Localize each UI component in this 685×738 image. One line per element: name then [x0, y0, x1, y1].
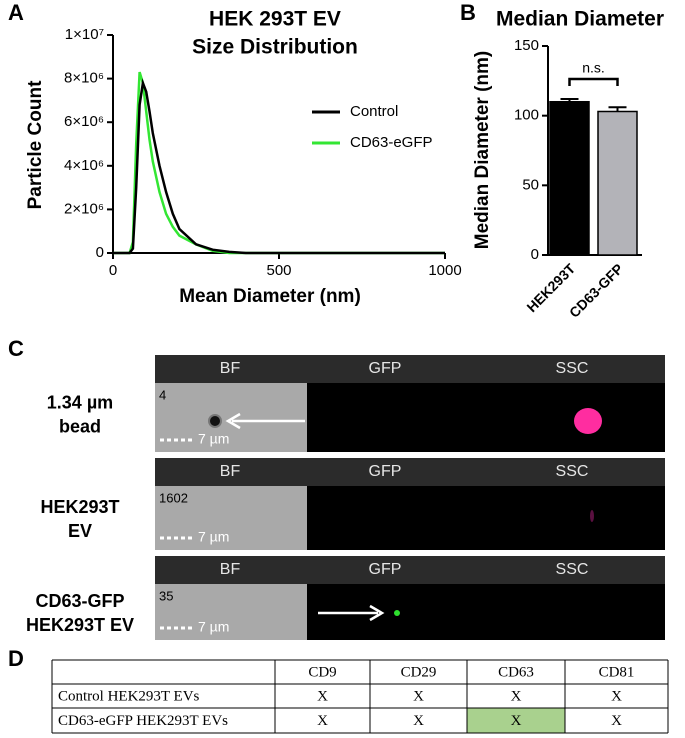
fluor-image — [307, 486, 665, 550]
channel-label: SSC — [556, 463, 589, 480]
row-label: bead — [59, 416, 101, 436]
table-cell: X — [413, 713, 424, 729]
y-tick-label: 8×10⁶ — [64, 70, 104, 87]
table-header: CD63 — [498, 664, 534, 680]
y-tick-label: 4×10⁶ — [64, 157, 104, 174]
channel-label: BF — [220, 561, 241, 578]
row-label: HEK293T — [40, 497, 119, 517]
table-header: CD9 — [308, 664, 336, 680]
channel-header — [155, 355, 665, 383]
scale-bar-label: 7 µm — [198, 619, 229, 635]
error-bar — [560, 97, 579, 102]
data-line — [113, 78, 445, 255]
table-cell: X — [511, 713, 522, 729]
chart-title: Median Diameter — [496, 8, 664, 31]
row-header: CD63-eGFP HEK293T EVs — [58, 713, 228, 729]
row-label: HEK293T EV — [26, 615, 134, 635]
y-tick-label: 6×10⁶ — [64, 113, 104, 130]
y-tick-label: 150 — [514, 37, 539, 54]
bf-image — [155, 584, 307, 640]
x-tick-label: 1000 — [428, 262, 461, 279]
legend-label: CD63-eGFP — [350, 134, 433, 151]
x-tick-label: 0 — [109, 262, 117, 279]
table-cell: X — [611, 688, 622, 704]
arrow — [225, 412, 305, 430]
data-line — [113, 71, 445, 255]
x-axis-label: Mean Diameter (nm) — [179, 286, 361, 307]
scale-bar-label: 7 µm — [198, 529, 229, 545]
y-tick-label: 50 — [522, 176, 539, 193]
table-cell: X — [611, 713, 622, 729]
scale-bar-label: 7 µm — [198, 431, 229, 447]
table-header: CD81 — [599, 664, 635, 680]
object-count: 35 — [159, 588, 173, 603]
bar — [549, 100, 590, 256]
ssc-signal — [590, 510, 594, 522]
bar — [597, 110, 638, 256]
legend-label: Control — [350, 103, 398, 120]
channel-label: BF — [220, 360, 241, 377]
row-label: EV — [68, 521, 92, 541]
row-header: Control HEK293T EVs — [58, 688, 200, 704]
object-count: 4 — [159, 387, 166, 402]
chart-title: HEK 293T EV — [209, 8, 341, 31]
panel-label: A — [8, 0, 24, 25]
ssc-signal — [574, 408, 602, 434]
bf-image — [155, 383, 307, 452]
y-axis-label: Median Diameter (nm) — [472, 51, 493, 249]
object-count: 1602 — [159, 490, 188, 505]
y-tick-label: 100 — [514, 107, 539, 124]
channel-header — [155, 458, 665, 486]
chart-title: Size Distribution — [192, 36, 358, 59]
x-tick-label: 500 — [266, 262, 291, 279]
panel-label: D — [8, 646, 24, 671]
bf-image — [155, 486, 307, 550]
y-tick-label: 0 — [531, 246, 539, 263]
row-label: CD63-GFP — [35, 591, 124, 611]
channel-label: SSC — [556, 561, 589, 578]
y-tick-label: 1×10⁷ — [65, 26, 104, 43]
y-tick-label: 2×10⁶ — [64, 200, 104, 217]
table-cell: X — [413, 688, 424, 704]
error-bar — [608, 106, 627, 112]
y-axis-label: Particle Count — [25, 80, 46, 209]
channel-label: SSC — [556, 360, 589, 377]
highlight-cell — [467, 708, 565, 733]
channel-header — [155, 556, 665, 584]
y-tick-label: 0 — [96, 244, 104, 261]
table-cell: X — [511, 688, 522, 704]
table-cell: X — [317, 688, 328, 704]
annotation: n.s. — [582, 60, 605, 76]
panel-label: C — [8, 336, 24, 361]
table-cell: X — [317, 713, 328, 729]
channel-label: GFP — [369, 463, 402, 480]
gfp-signal — [394, 610, 400, 616]
fluor-image — [307, 383, 665, 452]
panel-label: B — [460, 0, 476, 25]
row-label: 1.34 µm — [47, 392, 113, 412]
channel-label: GFP — [369, 561, 402, 578]
bead — [208, 414, 222, 428]
channel-label: BF — [220, 463, 241, 480]
significance-bracket — [568, 77, 619, 86]
table-header: CD29 — [401, 664, 437, 680]
channel-label: GFP — [369, 360, 402, 377]
arrow — [318, 604, 385, 622]
